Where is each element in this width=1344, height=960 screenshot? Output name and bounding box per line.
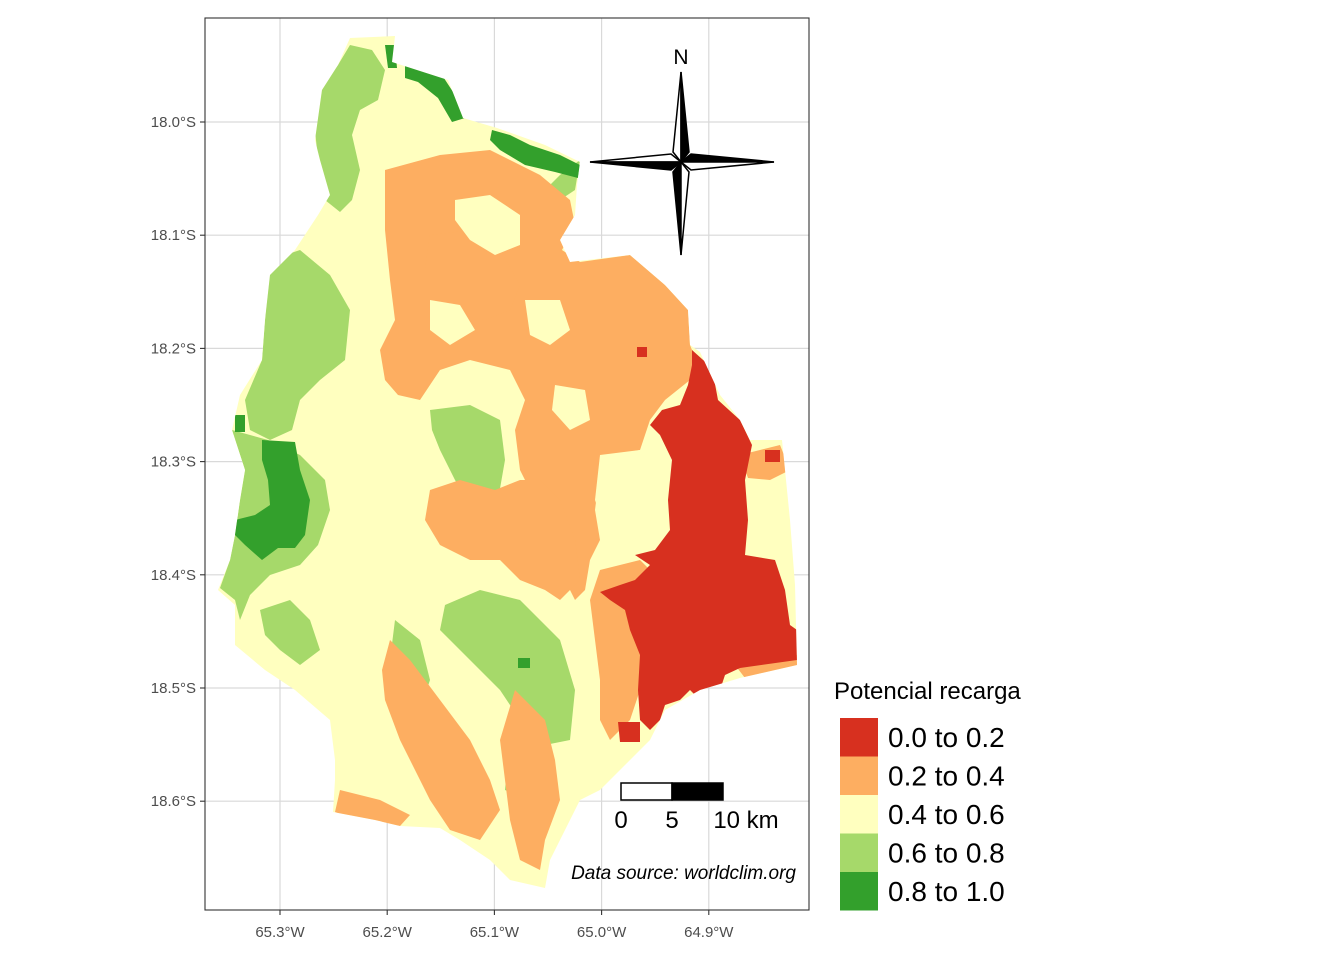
- legend-label: 0.0 to 0.2: [888, 722, 1005, 753]
- north-arrow: N: [589, 46, 775, 256]
- longitude-axis: 65.3°W 65.2°W 65.1°W 65.0°W 64.9°W: [255, 910, 734, 941]
- legend: Potencial recarga 0.0 to 0.20.2 to 0.40.…: [834, 678, 1021, 911]
- lat-tick-label: 18.6°S: [151, 793, 196, 810]
- north-arrow-east-bottom: [678, 161, 775, 171]
- raster-class-0-2-0-4: [335, 150, 797, 870]
- panel-border: [204, 17, 810, 911]
- legend-label: 0.2 to 0.4: [888, 761, 1005, 792]
- legend-items: 0.0 to 0.2 0.2 to 0.4 0.4 to 0.6 0.6 to 0.8…: [840, 718, 1005, 911]
- lon-tick-label: 65.0°W: [577, 924, 627, 941]
- north-arrow-west-bottom: [589, 161, 684, 171]
- scale-bar-black-segment: [671, 782, 724, 801]
- legend-swatch: [840, 872, 878, 911]
- scale-bar-label-5: 5: [665, 807, 678, 834]
- north-arrow-south-right: [680, 159, 690, 256]
- lon-tick-label: 65.3°W: [255, 924, 305, 941]
- latitude-axis: 18.0°S 18.1°S 18.2°S 18.3°S 18.4°S 18.5°S 18.6…: [151, 114, 205, 810]
- raster-class-0-0-0-2: [600, 347, 797, 742]
- legend-title: Potencial recarga: [834, 678, 1021, 705]
- north-arrow-label: N: [673, 46, 688, 69]
- legend-label: 0.6 to 0.8: [888, 838, 1005, 869]
- legend-label: 0.8 to 1.0: [888, 876, 1005, 907]
- raster-layer: [218, 36, 797, 888]
- lat-tick-label: 18.4°S: [151, 567, 196, 584]
- legend-swatch: [840, 718, 878, 757]
- legend-swatch: [840, 756, 878, 795]
- lat-tick-label: 18.1°S: [151, 227, 196, 244]
- scale-bar-label-0: 0: [614, 807, 627, 834]
- lon-tick-label: 65.1°W: [470, 924, 520, 941]
- raster-class-0-4-0-6-patches: [430, 195, 655, 545]
- data-source-caption: Data source: worldclim.org: [571, 863, 796, 884]
- scale-bar-label-10km: 10 km: [713, 807, 778, 834]
- legend-label: 0.4 to 0.6: [888, 799, 1005, 830]
- lat-tick-label: 18.3°S: [151, 454, 196, 471]
- lon-tick-label: 64.9°W: [684, 924, 734, 941]
- legend-swatch: [840, 795, 878, 834]
- lat-tick-label: 18.2°S: [151, 340, 196, 357]
- lat-tick-label: 18.0°S: [151, 114, 196, 131]
- lon-tick-label: 65.2°W: [363, 924, 413, 941]
- scale-bar-white-segment: [620, 782, 673, 801]
- lat-tick-label: 18.5°S: [151, 680, 196, 697]
- scale-bar: 0 5 10 km: [614, 782, 779, 834]
- north-arrow-north-right: [680, 71, 690, 165]
- legend-swatch: [840, 833, 878, 872]
